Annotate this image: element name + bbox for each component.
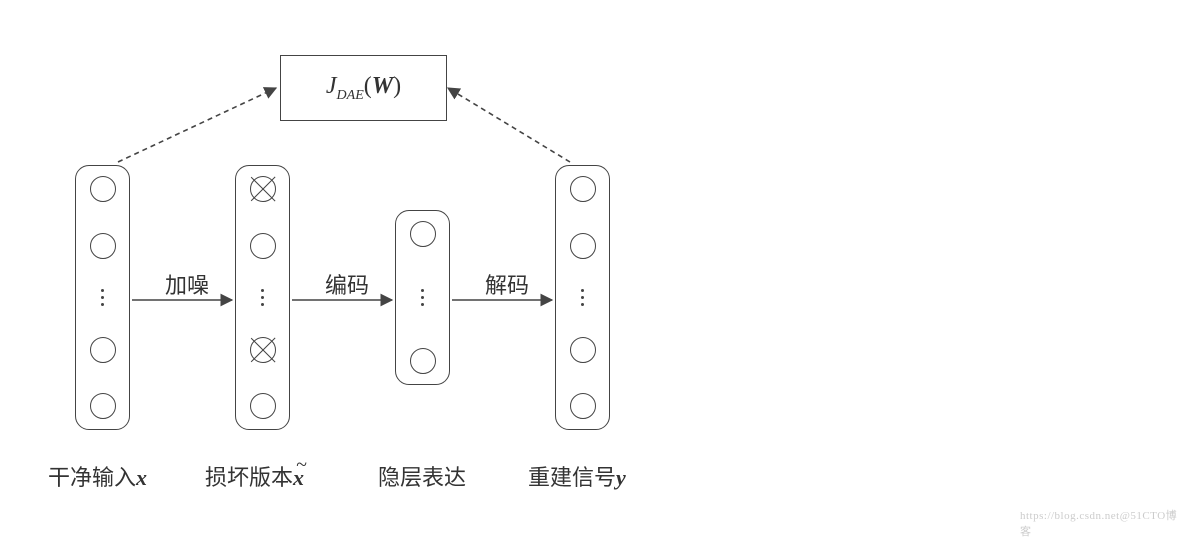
vector-hidden: [395, 210, 450, 385]
vector-reconstruction: [555, 165, 610, 430]
ellipsis-icon: [261, 289, 264, 306]
vector-corrupted: [235, 165, 290, 430]
loss-box: JDAE(W): [280, 55, 447, 121]
loss-paren-close: ): [393, 73, 401, 99]
column-label-variable: x: [136, 465, 147, 490]
unit-corrupted-icon: [250, 176, 276, 202]
unit-node-icon: [570, 393, 596, 419]
unit-node-icon: [250, 393, 276, 419]
arrow-label-encode: 编码: [325, 268, 369, 300]
column-label-text: 损坏版本: [205, 465, 293, 490]
loss-label: JDAE(W): [326, 73, 401, 104]
loss-paren-open: (: [364, 73, 372, 99]
ellipsis-icon: [101, 289, 104, 306]
loss-subscript: DAE: [337, 87, 364, 102]
column-label-variable: y: [616, 465, 626, 490]
unit-node-icon: [570, 233, 596, 259]
dashed-arrow-from-clean: [118, 88, 276, 162]
unit-node-icon: [570, 176, 596, 202]
unit-node-icon: [410, 221, 436, 247]
ellipsis-icon: [421, 289, 424, 306]
unit-node-icon: [90, 176, 116, 202]
column-label-hidden: 隐层表达: [378, 460, 466, 492]
ellipsis-icon: [581, 289, 584, 306]
unit-node-icon: [570, 337, 596, 363]
arrow-label-decode: 解码: [485, 268, 529, 300]
column-label-text: 干净输入: [48, 465, 136, 490]
dashed-arrow-from-recon: [448, 88, 570, 162]
column-label-corrupt: 损坏版本x: [205, 460, 304, 492]
vector-clean-input: [75, 165, 130, 430]
column-label-text: 隐层表达: [378, 465, 466, 490]
loss-J: J: [326, 73, 337, 99]
column-label-recon: 重建信号y: [528, 460, 626, 492]
arrow-label-noise: 加噪: [165, 268, 209, 300]
column-label-clean: 干净输入x: [48, 460, 147, 492]
loss-W: W: [372, 73, 393, 99]
unit-node-icon: [250, 233, 276, 259]
diagram-stage: JDAE(W) 加噪 编码 解码 干净输入x 损坏版本x 隐层表达 重建信号y …: [0, 0, 1184, 528]
unit-node-icon: [410, 348, 436, 374]
unit-node-icon: [90, 393, 116, 419]
unit-corrupted-icon: [250, 337, 276, 363]
column-label-variable: x: [293, 465, 304, 490]
column-label-text: 重建信号: [528, 465, 616, 490]
unit-node-icon: [90, 233, 116, 259]
unit-node-icon: [90, 337, 116, 363]
watermark-text: https://blog.csdn.net@51CTO博客: [1020, 507, 1184, 539]
